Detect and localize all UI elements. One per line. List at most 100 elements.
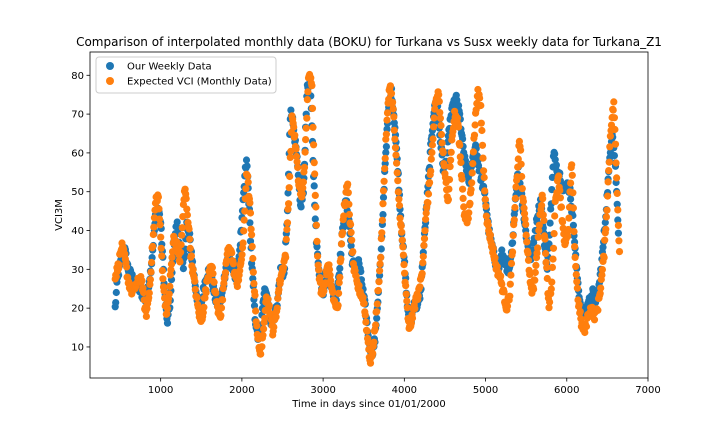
monthly-data-point — [259, 331, 267, 339]
monthly-data-point — [345, 200, 353, 208]
weekly-data-point — [379, 193, 388, 201]
monthly-data-point — [468, 179, 476, 187]
monthly-data-point — [334, 301, 342, 309]
monthly-data-point — [478, 126, 486, 135]
monthly-data-point — [395, 201, 404, 210]
monthly-data-point — [436, 114, 444, 122]
monthly-data-point — [402, 282, 410, 290]
monthly-data-point — [240, 227, 248, 235]
monthly-data-point — [191, 285, 199, 294]
monthly-data-point — [349, 248, 357, 256]
monthly-data-point — [298, 190, 306, 198]
monthly-data-point — [418, 269, 426, 278]
monthly-data-point — [320, 287, 328, 295]
monthly-data-point — [360, 299, 368, 307]
monthly-data-point — [477, 101, 485, 110]
x-axis-label: Time in days since 01/01/2000 — [291, 399, 446, 410]
monthly-data-point — [459, 194, 467, 202]
monthly-data-point — [576, 307, 584, 316]
weekly-data-point — [601, 218, 609, 227]
x-tick-label: 5000 — [473, 385, 498, 396]
monthly-data-point — [150, 223, 158, 231]
monthly-data-point — [392, 151, 400, 159]
monthly-data-point — [294, 163, 302, 172]
monthly-data-point — [217, 304, 226, 312]
monthly-data-point — [517, 146, 525, 154]
legend: Our Weekly Data Expected VCI (Monthly Da… — [95, 56, 277, 94]
monthly-data-point — [381, 154, 389, 162]
monthly-data-point — [194, 303, 202, 311]
monthly-data-point — [299, 178, 307, 186]
monthly-data-point — [311, 191, 319, 199]
monthly-data-point — [177, 241, 185, 249]
monthly-data-point — [606, 132, 615, 140]
monthly-data-point — [241, 207, 249, 215]
monthly-data-point — [602, 213, 611, 221]
monthly-data-point — [428, 149, 436, 157]
monthly-data-point — [223, 256, 231, 265]
monthly-data-point — [457, 158, 465, 167]
monthly-data-point — [364, 338, 372, 346]
monthly-data-point — [447, 148, 455, 156]
monthly-data-point — [176, 258, 184, 266]
monthly-data-point — [427, 155, 435, 163]
monthly-data-point — [531, 268, 539, 277]
monthly-data-point — [244, 178, 252, 186]
monthly-data-point — [524, 256, 533, 264]
monthly-data-point — [279, 264, 288, 272]
monthly-data-point — [381, 165, 389, 173]
monthly-data-point — [567, 179, 575, 187]
monthly-data-point — [149, 230, 157, 239]
monthly-data-point — [158, 252, 166, 260]
monthly-data-point — [453, 114, 462, 122]
monthly-data-point — [597, 284, 605, 292]
monthly-data-point — [507, 259, 516, 268]
weekly-data-point — [313, 243, 321, 251]
monthly-data-point — [251, 291, 259, 299]
weekly-data-point — [599, 243, 607, 251]
monthly-data-point — [395, 195, 403, 203]
monthly-data-point — [456, 153, 464, 161]
monthly-data-point — [374, 286, 382, 295]
monthly-data-point — [403, 297, 411, 305]
monthly-data-point — [236, 267, 244, 275]
y-tick-label: 70 — [71, 110, 84, 121]
monthly-data-point — [394, 188, 402, 196]
monthly-data-point — [302, 136, 310, 144]
monthly-data-point — [159, 275, 167, 283]
monthly-data-point — [604, 178, 612, 186]
monthly-data-point — [239, 239, 247, 247]
monthly-data-point — [380, 177, 388, 185]
monthly-data-point — [610, 114, 619, 122]
chart-title: Comparison of interpolated monthly data … — [76, 35, 662, 49]
monthly-data-point — [420, 241, 428, 249]
monthly-data-point — [503, 302, 512, 310]
monthly-data-point — [480, 167, 488, 175]
monthly-data-point — [523, 238, 531, 246]
monthly-data-point — [520, 210, 529, 218]
monthly-data-point — [148, 258, 156, 267]
monthly-data-point — [446, 163, 454, 171]
monthly-data-point — [613, 189, 621, 197]
monthly-data-point — [602, 225, 610, 233]
weekly-data-point — [246, 219, 254, 227]
monthly-data-point — [538, 201, 546, 209]
weekly-data-point — [569, 221, 578, 229]
monthly-data-point — [548, 263, 557, 271]
monthly-data-point — [389, 98, 397, 106]
monthly-data-point — [309, 123, 317, 131]
monthly-data-point — [387, 89, 396, 97]
weekly-data-point — [173, 218, 181, 226]
monthly-data-point — [121, 250, 129, 258]
monthly-data-point — [464, 215, 472, 223]
monthly-data-point — [178, 224, 186, 232]
monthly-data-point — [596, 289, 604, 297]
monthly-data-point — [408, 314, 417, 322]
monthly-data-point — [426, 178, 434, 187]
monthly-data-point — [379, 187, 388, 195]
weekly-data-point — [613, 200, 621, 208]
weekly-data-point — [551, 150, 559, 158]
monthly-data-point — [573, 278, 581, 286]
monthly-data-point — [315, 266, 323, 274]
monthly-data-point — [445, 185, 453, 193]
